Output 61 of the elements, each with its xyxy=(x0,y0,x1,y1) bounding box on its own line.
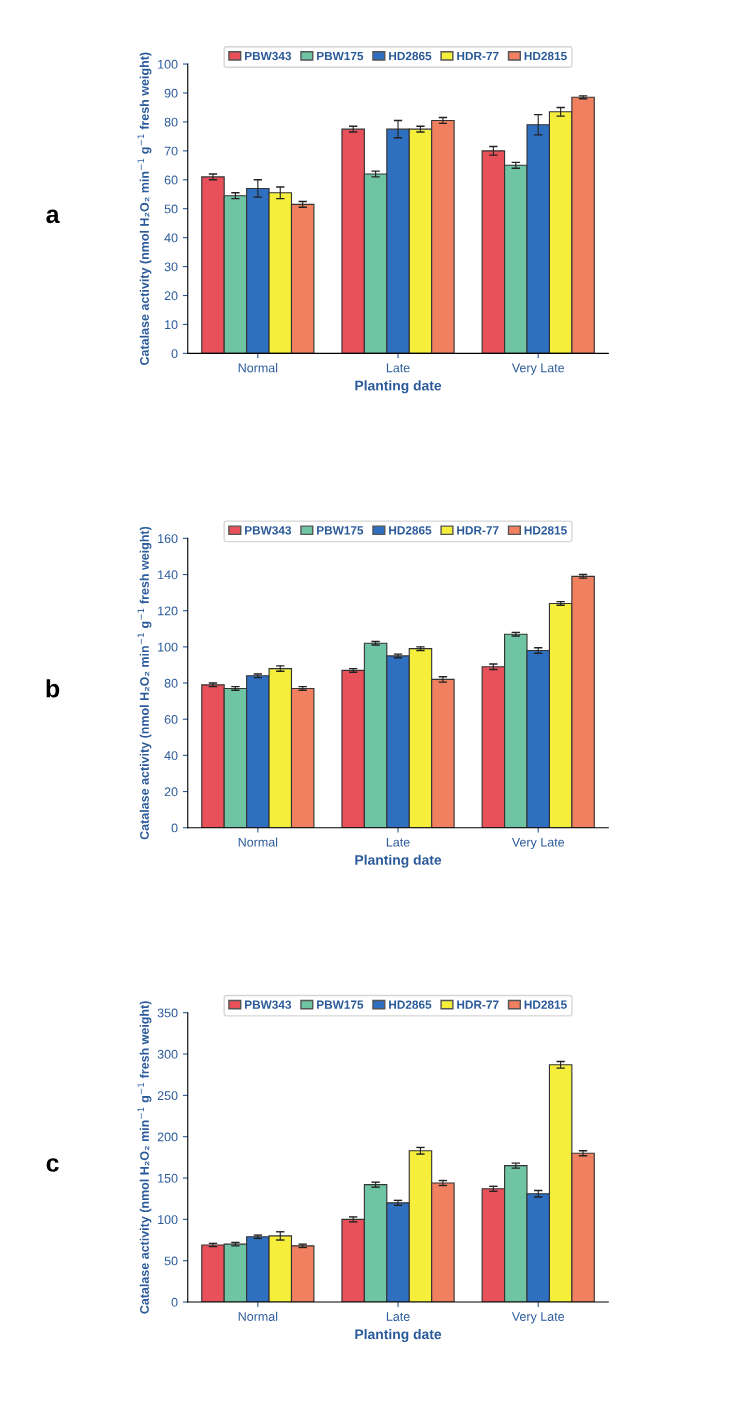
y-tick-label: 160 xyxy=(158,534,178,544)
legend-label: HDR-77 xyxy=(457,1000,499,1009)
legend-label: PBW175 xyxy=(317,1000,364,1009)
x-axis-title: Planting date xyxy=(355,380,442,394)
y-tick-label: 50 xyxy=(164,204,178,214)
y-tick-label: 80 xyxy=(164,678,178,688)
legend-label: PBW343 xyxy=(245,51,292,61)
x-tick-label: Very Late xyxy=(511,1312,565,1324)
x-tick-label: Late xyxy=(386,1312,410,1321)
legend-label: PBW343 xyxy=(245,1000,292,1009)
y-tick-label: 50 xyxy=(164,1256,178,1266)
y-tick-label: 20 xyxy=(164,291,178,301)
text: a xyxy=(46,209,60,224)
x-tick-label: Normal xyxy=(238,837,278,847)
y-axis-title: Catalase activity (nmol H₂O₂ min$^{−1}$ g$^{−1}$ fresh weight) xyxy=(137,52,152,366)
y-tick-label: 20 xyxy=(164,787,178,797)
text: c xyxy=(46,1158,59,1172)
x-tick-label: Late xyxy=(386,837,410,847)
legend-label: HD2815 xyxy=(524,51,567,61)
y-tick-label: 40 xyxy=(164,233,178,243)
legend-label: PBW175 xyxy=(317,526,364,535)
text: b xyxy=(46,679,60,698)
legend-label: HD2865 xyxy=(389,526,432,535)
y-axis-title: Catalase activity (nmol H₂O₂ min$^{−1}$ g$^{−1}$ fresh weight) xyxy=(137,1001,152,1314)
legend-label: HD2815 xyxy=(524,526,567,535)
legend-label: HD2865 xyxy=(389,1000,432,1009)
y-tick-label: 100 xyxy=(158,59,178,69)
y-tick-label: 80 xyxy=(164,117,178,127)
y-tick-label: 90 xyxy=(164,88,178,98)
y-tick-label: 10 xyxy=(165,320,178,330)
x-axis-title: Planting date xyxy=(355,1328,442,1342)
y-tick-label: 0 xyxy=(171,349,178,359)
y-tick-label: 140 xyxy=(158,570,178,580)
x-tick-label: Very Late xyxy=(511,837,565,850)
y-tick-label: 150 xyxy=(158,1173,178,1183)
y-tick-label: 0 xyxy=(171,823,178,833)
legend-label: HD2865 xyxy=(389,51,432,61)
legend-label: PBW343 xyxy=(245,526,292,535)
legend-label: HDR-77 xyxy=(457,51,499,61)
y-tick-label: 60 xyxy=(164,175,178,185)
legend-label: HD2815 xyxy=(524,1000,567,1009)
y-tick-label: 30 xyxy=(164,262,178,272)
legend-label: PBW175 xyxy=(317,51,364,61)
y-tick-label: 200 xyxy=(157,1132,178,1142)
y-tick-label: 100 xyxy=(158,642,178,652)
y-tick-label: 60 xyxy=(164,715,178,724)
x-tick-label: Normal xyxy=(238,363,278,373)
y-axis-title: Catalase activity (nmol H₂O₂ min$^{−1}$ g$^{−1}$ fresh weight) xyxy=(137,526,152,840)
legend-label: HDR-77 xyxy=(457,526,499,535)
y-tick-label: 40 xyxy=(164,751,178,761)
y-tick-label: 70 xyxy=(164,146,178,156)
x-tick-label: Late xyxy=(386,363,410,373)
y-tick-label: 300 xyxy=(157,1049,178,1059)
y-tick-label: 250 xyxy=(157,1091,178,1101)
x-tick-label: Very Late xyxy=(511,363,565,375)
y-tick-label: 100 xyxy=(158,1215,178,1225)
y-tick-label: 0 xyxy=(171,1297,178,1307)
y-tick-label: 120 xyxy=(158,606,178,616)
x-axis-title: Planting date xyxy=(355,854,442,868)
x-tick-label: Normal xyxy=(238,1311,278,1321)
y-tick-label: 350 xyxy=(157,1008,178,1018)
